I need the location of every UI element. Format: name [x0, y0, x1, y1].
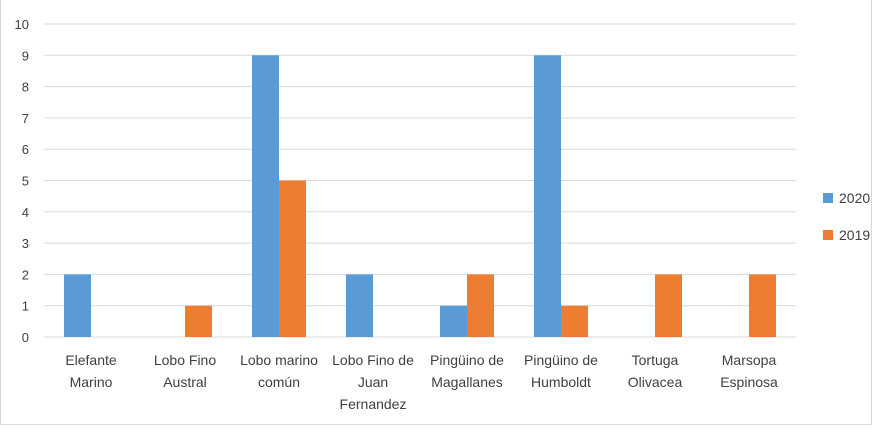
y-axis-tick-labels: 0 1 2 3 4 5 6 7 8 9 10 [15, 17, 29, 345]
x-category-label: Pingüino de [524, 352, 598, 368]
bar-2019-7 [749, 274, 776, 337]
bar-2019-5 [561, 305, 588, 337]
y-tick-label: 8 [22, 80, 29, 95]
x-category-label: Austral [163, 374, 207, 390]
gridlines [44, 23, 796, 338]
x-category-label: Pingüino de [430, 352, 504, 368]
legend-swatch-2019 [823, 230, 833, 240]
x-category-label: Humboldt [531, 374, 591, 390]
x-category-label: Marino [70, 374, 113, 390]
x-category-label: Lobo marino [240, 352, 318, 368]
x-category-label: Olivacea [628, 374, 683, 390]
bar-2019-1 [185, 305, 212, 337]
bar-2019-4 [467, 274, 494, 337]
x-category-label: Tortuga [632, 352, 679, 368]
bar-2019-2 [279, 180, 306, 337]
y-tick-label: 1 [22, 299, 29, 314]
x-category-label: Magallanes [431, 374, 503, 390]
x-category-label: Lobo Fino de [332, 352, 414, 368]
y-tick-label: 2 [22, 267, 29, 282]
bar-2020-0 [64, 274, 91, 337]
x-category-label: Juan [358, 374, 388, 390]
x-category-label: Elefante [65, 352, 117, 368]
y-tick-label: 9 [22, 48, 29, 63]
x-axis-category-labels: Elefante Marino Lobo Fino Austral Lobo marin… [65, 352, 778, 412]
bar-2020-4 [440, 305, 467, 337]
bar-2020-5 [534, 55, 561, 338]
legend: 2020 2019 [823, 190, 870, 243]
bar-2020-2 [252, 55, 279, 338]
x-category-label: Lobo Fino [154, 352, 216, 368]
legend-label: 2019 [839, 227, 870, 243]
bars [64, 55, 776, 338]
y-tick-label: 3 [22, 236, 29, 251]
legend-swatch-2020 [823, 193, 833, 203]
y-tick-label: 5 [22, 174, 29, 189]
y-tick-label: 4 [22, 205, 29, 220]
y-tick-label: 7 [22, 111, 29, 126]
x-category-label: Fernandez [340, 396, 407, 412]
legend-label: 2020 [839, 190, 870, 206]
bar-2019-6 [655, 274, 682, 337]
y-tick-label: 6 [22, 142, 29, 157]
x-category-label: común [258, 374, 300, 390]
bar-2020-3 [346, 274, 373, 337]
y-tick-label: 10 [15, 17, 29, 32]
x-category-label: Marsopa [722, 352, 777, 368]
x-category-label: Espinosa [720, 374, 778, 390]
y-tick-label: 0 [22, 330, 29, 345]
